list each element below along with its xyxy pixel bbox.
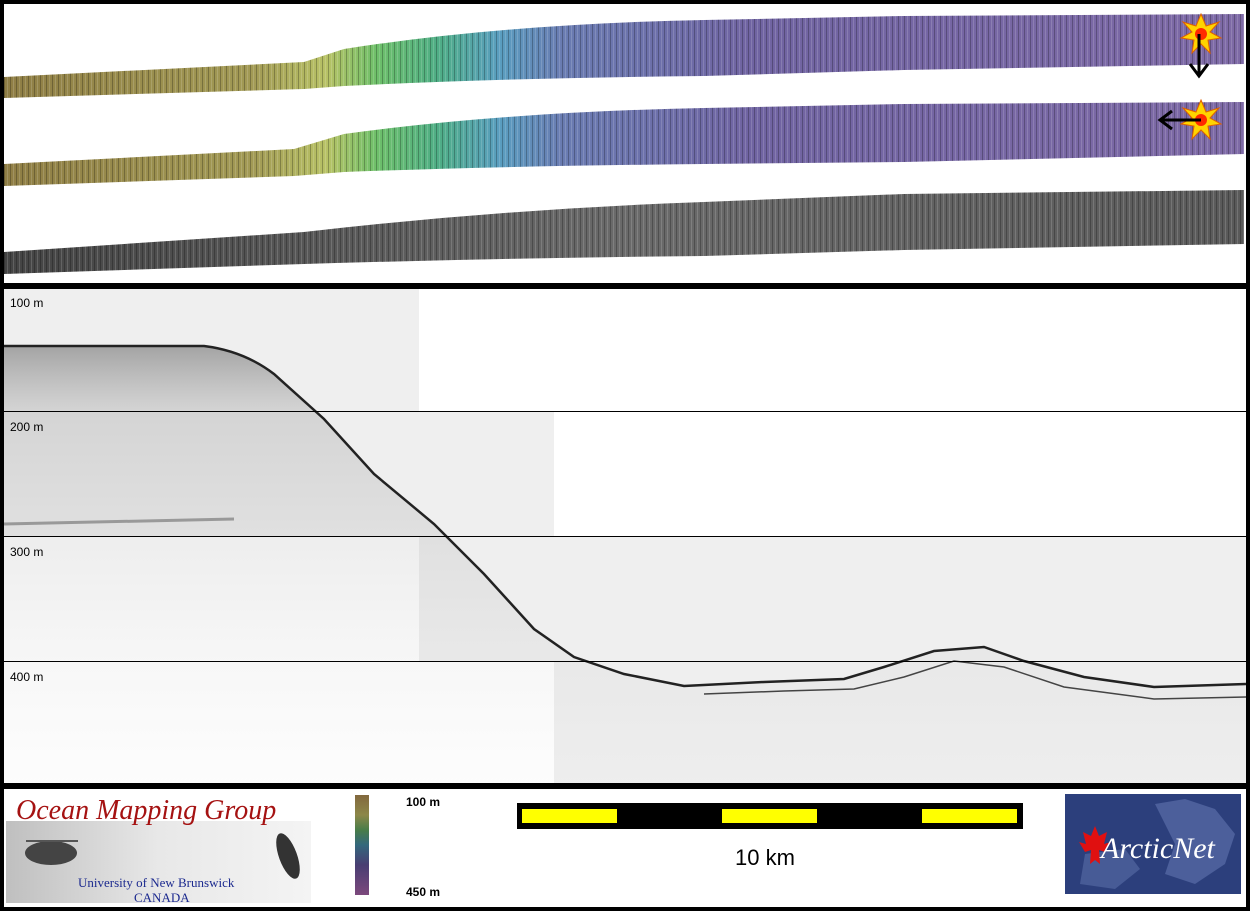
depth-colorbar [355,795,369,895]
arcticnet-logo: ArcticNet [1065,794,1241,894]
multiple-reflector [4,517,235,526]
scale-bar-label: 10 km [735,845,795,870]
depth-label-200: 200 m [10,420,44,434]
depth-window-divider [4,536,1246,537]
arrow-down-icon [1188,34,1210,79]
backscatter-strip [4,190,1244,274]
colorbar-top-label: 100 m [406,795,441,809]
seafloor-line [4,344,1246,689]
profile-panel: 100 m 200 m 300 m 400 m [4,289,1246,783]
arcticnet-name: ArcticNet [1101,832,1215,865]
seafloor-profile [4,289,1246,783]
maple-leaf-icon [1079,826,1111,864]
bathymetry-strip-1 [4,14,1244,98]
omg-country: CANADA [134,890,190,905]
depth-label-400: 400 m [10,670,44,684]
swath-strips [4,12,1244,274]
bathymetry-strip-2 [4,102,1244,186]
scale-bar [517,803,1023,829]
scale-bar-segment [922,809,1017,823]
omg-title: Ocean Mapping Group [16,795,277,826]
omg-logo: Ocean Mapping Group University of New Br… [6,791,311,905]
depth-window-divider [4,411,1246,412]
arcticnet-map-graphic [1079,799,1235,889]
seafloor-trace [4,346,1246,783]
colorbar-bottom-label: 450 m [406,885,441,899]
omg-university: University of New Brunswick [78,875,235,890]
depth-label-100: 100 m [10,296,44,310]
arrow-left-icon [1157,109,1201,131]
swath-panel [4,4,1246,283]
depth-window-divider [4,661,1246,662]
footer-panel: Ocean Mapping Group University of New Br… [4,789,1246,907]
scale-bar-segment [522,809,617,823]
scale-bar-segment [722,809,817,823]
depth-label-300: 300 m [10,545,44,559]
omg-logo-graphic [6,821,311,903]
